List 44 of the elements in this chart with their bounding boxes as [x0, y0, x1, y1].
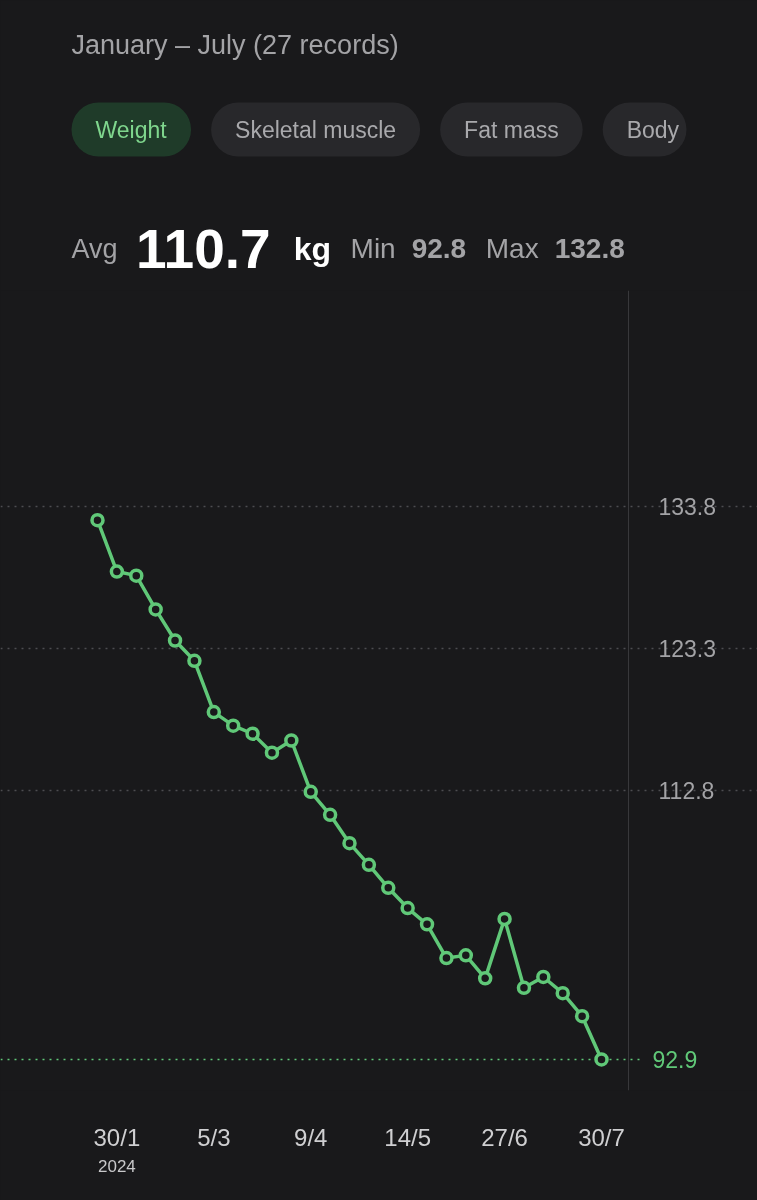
point [594, 1052, 609, 1067]
point [129, 568, 144, 583]
point [574, 1008, 590, 1024]
point [245, 726, 260, 741]
y-tick-label: 123.3 [658, 636, 717, 663]
point [381, 880, 396, 896]
y-tick-label: 133.8 [658, 494, 717, 521]
x-tick-label: 5/3 [197, 1123, 231, 1151]
point [187, 653, 202, 669]
x-tick-label: 30/7 [578, 1123, 625, 1151]
point [361, 857, 377, 873]
point [148, 602, 163, 617]
text: Body [626, 116, 680, 143]
point [516, 980, 532, 996]
point [497, 911, 512, 927]
x-tick-label: 9/4 [294, 1123, 328, 1151]
point [458, 948, 474, 963]
point [225, 718, 241, 733]
text: Weight [95, 116, 168, 143]
chart-title: January – July (27 records) [71, 29, 399, 60]
point [322, 807, 338, 823]
point [303, 784, 318, 800]
ref-line-label: 92.9 [652, 1046, 698, 1073]
x-tick-label: 27/6 [481, 1123, 528, 1151]
point [284, 733, 299, 748]
point [536, 969, 551, 985]
point [400, 900, 415, 916]
point [477, 971, 493, 986]
point [419, 917, 435, 932]
point [206, 704, 222, 720]
point [342, 835, 357, 851]
chart-subtitle: Avg 110.7 kg Min 92.8 Max 132.8 [71, 217, 625, 280]
point [439, 950, 454, 966]
text: Skeletal muscle [235, 116, 397, 143]
x-tick-label: 14/5 [384, 1123, 432, 1151]
point [109, 564, 125, 579]
y-tick-label: 112.8 [658, 778, 715, 804]
point [555, 985, 570, 1001]
x-tick-label: 30/1 [93, 1123, 141, 1151]
point [167, 633, 183, 648]
point [90, 512, 105, 528]
point [264, 745, 280, 760]
text: Fat mass [464, 116, 559, 143]
text: 2024 [97, 1156, 136, 1176]
